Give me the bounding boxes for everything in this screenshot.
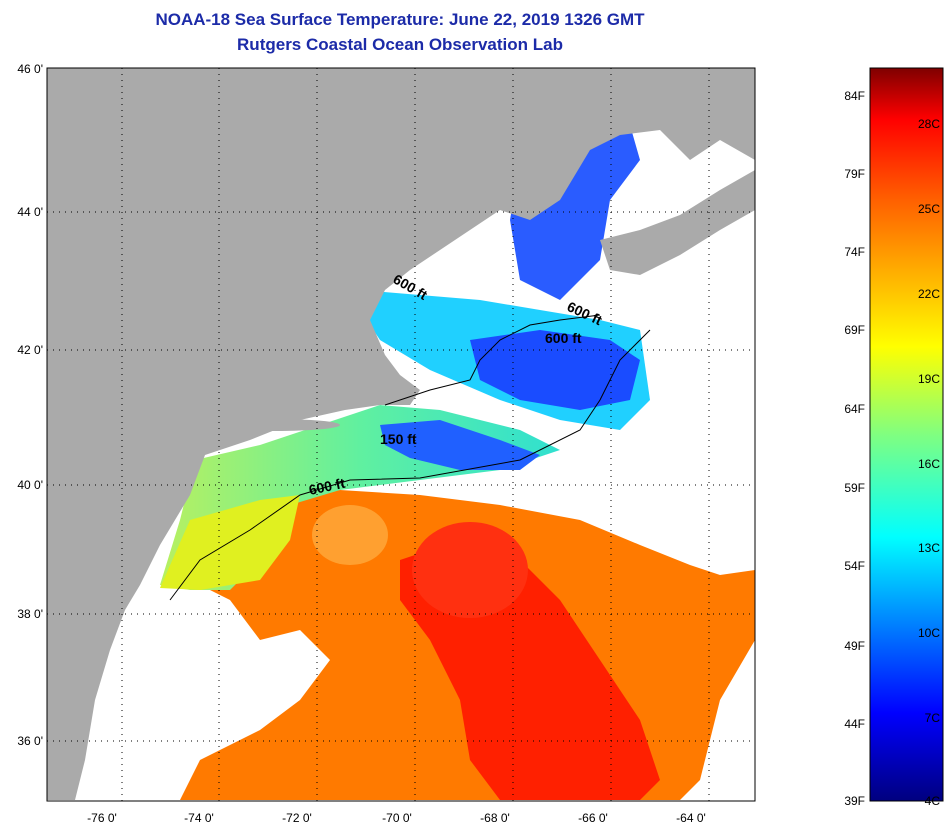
- cbar-label-79f: 79F: [844, 167, 865, 181]
- land-nova-scotia: [600, 170, 755, 275]
- cbar-label-10c: 10C: [918, 626, 940, 640]
- contour-label-600ft-4: 600 ft: [307, 475, 346, 498]
- cbar-label-64f: 64F: [844, 402, 865, 416]
- lat-label-42: 42 0': [17, 343, 43, 357]
- cbar-label-49f: 49F: [844, 639, 865, 653]
- cbar-label-25c: 25C: [918, 202, 940, 216]
- lat-label-36: 36 0': [17, 734, 43, 748]
- lon-label-72: -72 0': [282, 811, 312, 825]
- lat-label-40: 40 0': [17, 478, 43, 492]
- cbar-label-4c: 4C: [925, 794, 941, 808]
- cbar-label-16c: 16C: [918, 457, 940, 471]
- lat-label-44: 44 0': [17, 205, 43, 219]
- graticule: [47, 68, 755, 801]
- lon-label-70: -70 0': [382, 811, 412, 825]
- cbar-label-28c: 28C: [918, 117, 940, 131]
- cbar-label-39f: 39F: [844, 794, 865, 808]
- land-north-america: [47, 68, 755, 800]
- colorbar: [869, 67, 944, 802]
- lon-label-76: -76 0': [87, 811, 117, 825]
- lat-label-46: 46 0': [17, 62, 43, 76]
- isobath-contours: [169, 314, 651, 601]
- cbar-label-13c: 13C: [918, 541, 940, 555]
- lon-label-68: -68 0': [480, 811, 510, 825]
- cbar-label-19c: 19C: [918, 372, 940, 386]
- lon-label-66: -66 0': [578, 811, 608, 825]
- land-long-island: [210, 419, 340, 431]
- colorbar-celsius-labels: 28C 25C 22C 19C 16C 13C 10C 7C 4C: [918, 117, 940, 808]
- cbar-label-69f: 69F: [844, 323, 865, 337]
- cbar-label-7c: 7C: [925, 711, 941, 725]
- lat-label-38: 38 0': [17, 607, 43, 621]
- lon-label-74: -74 0': [184, 811, 214, 825]
- lon-label-64: -64 0': [676, 811, 706, 825]
- warm-core-eddy: [412, 522, 528, 618]
- cbar-label-84f: 84F: [844, 89, 865, 103]
- cbar-label-74f: 74F: [844, 245, 865, 259]
- warm-eddy-west: [312, 505, 388, 565]
- cbar-label-22c: 22C: [918, 287, 940, 301]
- map-subtitle: Rutgers Coastal Ocean Observation Lab: [237, 35, 563, 54]
- sst-cold-band: [380, 420, 540, 470]
- cbar-label-44f: 44F: [844, 717, 865, 731]
- cbar-label-54f: 54F: [844, 559, 865, 573]
- cbar-label-59f: 59F: [844, 481, 865, 495]
- map-title: NOAA-18 Sea Surface Temperature: June 22…: [155, 10, 645, 29]
- map-frame: [46, 67, 756, 802]
- colorbar-fahrenheit-labels: 84F 79F 74F 69F 64F 59F 54F 49F 44F 39F: [844, 89, 865, 808]
- contour-label-600ft-3: 600 ft: [545, 330, 582, 346]
- contour-label-150ft: 150 ft: [380, 431, 417, 447]
